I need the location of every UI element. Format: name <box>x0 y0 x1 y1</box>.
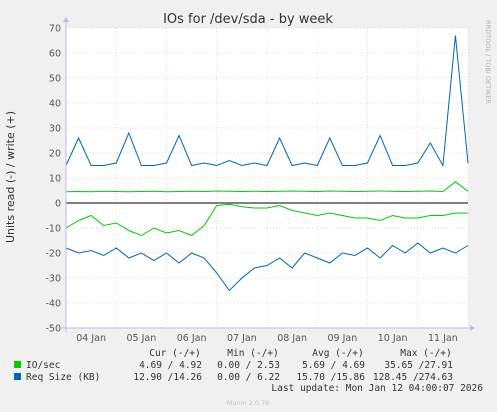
x-ticks: 04 Jan 05 Jan 06 Jan 07 Jan 08 Jan 09 Jan 10 J… <box>76 333 458 344</box>
y-axis-label: Units read (-) / write (+) <box>4 111 17 243</box>
legend-value: 12.90 /14.26 <box>133 372 202 383</box>
legend-series-name: IO/sec <box>26 360 60 371</box>
x-tick-label: 05 Jan <box>126 333 156 344</box>
x-tick-label: 06 Jan <box>177 333 207 344</box>
legend-value: 5.69 / 4.69 <box>302 360 365 371</box>
legend-swatch <box>14 361 21 368</box>
y-tick-label: -50 <box>45 324 61 335</box>
legend-header: Avg (-/+) <box>312 348 363 359</box>
y-tick-label: -30 <box>45 274 61 285</box>
series-line-read <box>65 242 469 292</box>
legend-value: 15.70 /15.86 <box>296 372 365 383</box>
x-tick-label: 10 Jan <box>378 333 408 344</box>
series-lines <box>65 35 469 292</box>
chart-title: IOs for /dev/sda - by week <box>163 12 333 27</box>
legend-header: Max (-/+) <box>400 348 451 359</box>
y-tick-label: -10 <box>45 224 61 235</box>
x-tick-label: 11 Jan <box>428 333 458 344</box>
x-tick-label: 04 Jan <box>76 333 106 344</box>
x-tick-label: 09 Jan <box>327 333 357 344</box>
rrdtool-watermark: RRDTOOL / TOBI OETIKER <box>484 20 492 104</box>
y-tick-label: 20 <box>49 149 61 160</box>
x-axis-arrow <box>470 325 475 331</box>
legend-value: 128.45 /274.63 <box>373 372 453 383</box>
legend-header: Min (-/+) <box>227 348 278 359</box>
legend-swatch <box>14 373 21 380</box>
y-tick-label: 40 <box>49 99 61 110</box>
y-tick-label: -20 <box>45 249 61 260</box>
legend-value: 35.65 /27.91 <box>384 360 453 371</box>
y-tick-label: 50 <box>49 74 61 85</box>
legend-value: 0.00 / 6.22 <box>217 372 280 383</box>
y-tick-label: 70 <box>49 24 61 35</box>
y-axis-arrow <box>63 17 69 22</box>
series-line-write <box>65 35 469 168</box>
legend-header: Cur (-/+) <box>149 348 200 359</box>
legend-series-name: Req Size (KB) <box>26 372 100 383</box>
x-tick-label: 07 Jan <box>227 333 257 344</box>
series-line-write <box>65 181 469 193</box>
y-tick-label: 10 <box>49 174 61 185</box>
x-tick-label: 08 Jan <box>277 333 307 344</box>
y-tick-label: -40 <box>45 299 61 310</box>
munin-footer: Munin 2.0.76 <box>227 399 270 407</box>
y-tick-label: 30 <box>49 124 61 135</box>
legend-value: 4.69 / 4.92 <box>139 360 202 371</box>
y-ticks: 70 60 50 40 30 20 10 0 -10 -20 -30 -40 -50 <box>45 24 61 335</box>
y-tick-label: 60 <box>49 49 61 60</box>
legend-value: 0.00 / 2.53 <box>217 360 280 371</box>
series-line-read <box>65 203 468 237</box>
legend-table: Cur (-/+) Min (-/+) Avg (-/+) Max (-/+) IO/s… <box>14 348 453 383</box>
last-update: Last update: Mon Jan 12 04:00:07 2026 <box>271 383 483 394</box>
y-tick-label: 0 <box>55 199 61 210</box>
